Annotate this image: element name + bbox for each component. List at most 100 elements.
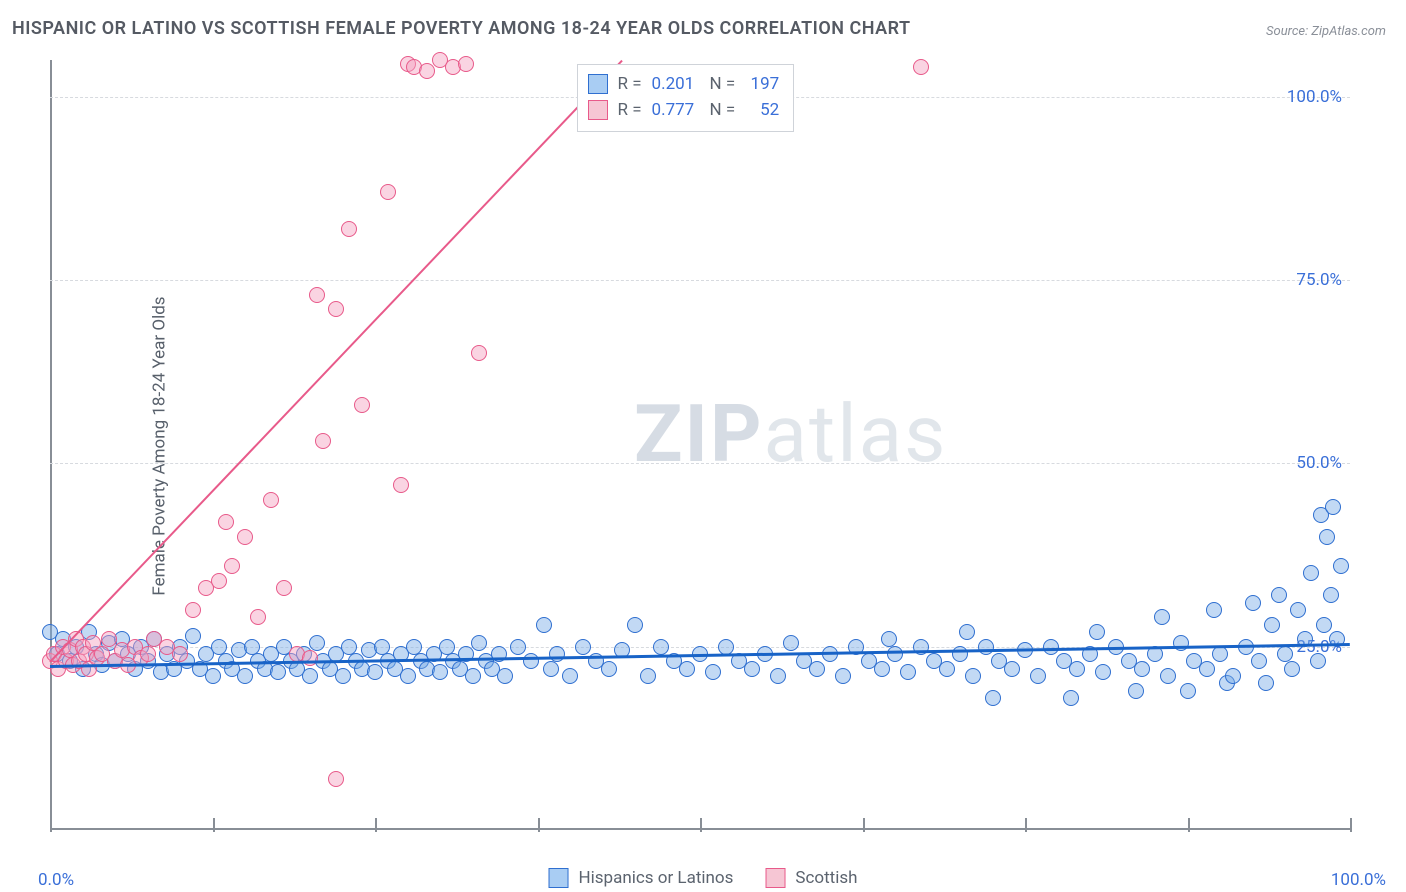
stats-row: R = 0.201 N = 197 (588, 71, 780, 97)
legend-swatch (765, 868, 785, 888)
data-point (1245, 595, 1261, 611)
x-tick-mark (375, 818, 377, 832)
data-point (471, 635, 487, 651)
legend-item: Hispanics or Latinos (549, 868, 734, 888)
data-point (1264, 617, 1280, 633)
legend-item: Scottish (765, 868, 857, 888)
data-point (341, 221, 357, 237)
data-point (939, 661, 955, 677)
data-point (380, 184, 396, 200)
data-point (1206, 602, 1222, 618)
legend-swatch (588, 74, 608, 94)
data-point (1069, 661, 1085, 677)
data-point (1180, 683, 1196, 699)
data-point (1154, 609, 1170, 625)
data-point (900, 664, 916, 680)
stat-n-label: N = (710, 71, 736, 97)
data-point (1225, 668, 1241, 684)
data-point (1199, 661, 1215, 677)
y-tick-label: 75.0% (1296, 270, 1342, 290)
stats-box: R =0.201N =197R =0.777N = 52 (577, 64, 795, 132)
legend: Hispanics or Latinos Scottish (549, 868, 858, 888)
data-point (965, 668, 981, 684)
data-point (1303, 565, 1319, 581)
data-point (270, 664, 286, 680)
data-point (185, 628, 201, 644)
data-point (341, 639, 357, 655)
data-point (1043, 639, 1059, 655)
legend-swatch (588, 100, 608, 120)
data-point (679, 661, 695, 677)
data-point (328, 301, 344, 317)
data-point (250, 609, 266, 625)
stat-r-value: 0.201 (652, 71, 700, 97)
data-point (218, 514, 234, 530)
data-point (543, 661, 559, 677)
data-point (783, 635, 799, 651)
data-point (237, 668, 253, 684)
data-point (224, 558, 240, 574)
data-point (562, 668, 578, 684)
data-point (309, 287, 325, 303)
data-point (309, 635, 325, 651)
data-point (1323, 587, 1339, 603)
data-point (458, 56, 474, 72)
data-point (640, 668, 656, 684)
data-point (1212, 646, 1228, 662)
data-point (1271, 587, 1287, 603)
data-point (1134, 661, 1150, 677)
data-point (374, 639, 390, 655)
stat-r-value: 0.777 (652, 97, 700, 123)
data-point (549, 646, 565, 662)
x-tick-mark (538, 818, 540, 832)
stat-n-label: N = (710, 97, 736, 123)
data-point (874, 661, 890, 677)
data-point (1160, 668, 1176, 684)
data-point (744, 661, 760, 677)
data-point (1258, 675, 1274, 691)
watermark: ZIPatlas (634, 387, 947, 481)
data-point (205, 668, 221, 684)
x-tick-mark (1350, 818, 1352, 832)
data-point (985, 690, 1001, 706)
data-point (959, 624, 975, 640)
data-point (881, 631, 897, 647)
data-point (237, 529, 253, 545)
data-point (465, 668, 481, 684)
legend-label: Hispanics or Latinos (579, 868, 734, 888)
data-point (1004, 661, 1020, 677)
x-tick-label-max: 100.0% (1331, 870, 1386, 890)
data-point (1063, 690, 1079, 706)
x-tick-mark (50, 818, 52, 832)
data-point (1128, 683, 1144, 699)
data-point (101, 631, 117, 647)
data-point (211, 639, 227, 655)
data-point (276, 580, 292, 596)
data-point (952, 646, 968, 662)
data-point (1030, 668, 1046, 684)
chart-title: HISPANIC OR LATINO VS SCOTTISH FEMALE PO… (12, 18, 911, 39)
data-point (354, 397, 370, 413)
data-point (653, 639, 669, 655)
x-tick-mark (700, 818, 702, 832)
stat-r-label: R = (618, 71, 642, 97)
data-point (1277, 646, 1293, 662)
data-point (471, 345, 487, 361)
x-tick-mark (1025, 818, 1027, 832)
data-point (497, 668, 513, 684)
data-point (211, 573, 227, 589)
data-point (809, 661, 825, 677)
data-point (887, 646, 903, 662)
data-point (575, 639, 591, 655)
legend-swatch (549, 868, 569, 888)
stat-n-value: 197 (745, 71, 779, 97)
data-point (1316, 617, 1332, 633)
x-tick-mark (1188, 818, 1190, 832)
data-point (315, 433, 331, 449)
x-tick-mark (213, 818, 215, 832)
data-point (835, 668, 851, 684)
data-point (913, 59, 929, 75)
data-point (1284, 661, 1300, 677)
data-point (1290, 602, 1306, 618)
stats-row: R =0.777N = 52 (588, 97, 780, 123)
